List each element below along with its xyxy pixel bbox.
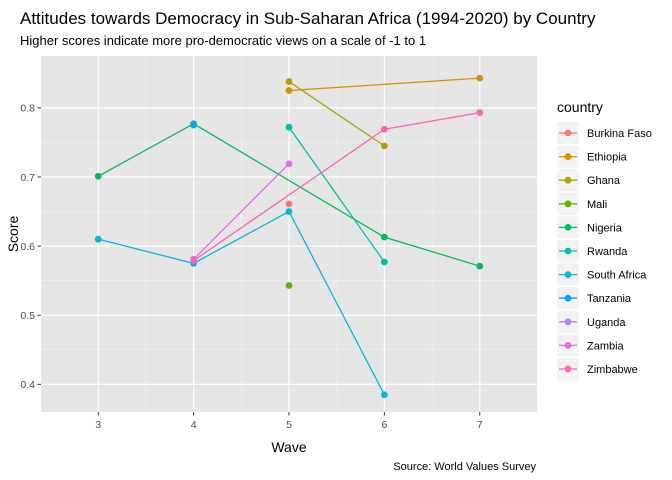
legend-label: Tanzania [587,293,632,305]
legend-title: country [557,99,603,115]
legend-label: Mali [587,199,607,211]
data-point [285,208,293,215]
y-tick-label: 0.6 [20,241,35,253]
series-points [94,74,484,399]
series-line [193,163,290,260]
data-point [285,123,293,131]
y-axis-ticks: 0.4 0.5 0.6 0.7 0.8 [20,103,41,391]
data-point [285,200,293,208]
data-point [94,172,102,180]
legend-key-point [564,153,572,161]
y-tick-label: 0.7 [20,172,35,184]
y-axis-title: Score [5,216,21,253]
series-line [97,122,480,267]
data-point [285,282,293,289]
data-point [380,142,388,150]
x-tick-label: 5 [286,419,292,431]
series-line [288,126,385,263]
data-point [476,74,484,82]
series-line [98,210,385,396]
data-point [476,262,484,270]
data-point [476,109,484,117]
legend-key-point [564,247,572,255]
chart-subtitle: Higher scores indicate more pro-democrat… [20,33,426,48]
legend-key-point [564,129,572,137]
chart-title: Attitudes towards Democracy in Sub-Sahar… [20,9,596,28]
legend-key-point [564,224,572,231]
legend-key-point [564,342,572,349]
legend-label: Ethiopia [587,152,628,164]
x-axis-ticks: 3 4 5 6 7 [95,412,483,431]
legend-label: Burkina Faso [587,128,652,140]
x-tick-label: 3 [95,419,101,431]
legend-label: Rwanda [587,246,628,258]
legend-label: Nigeria [587,222,623,234]
legend-label: Uganda [587,317,626,329]
series-line [288,81,385,147]
legend: Burkina Faso Ethiopia Ghana Mali Nigeria Rwan… [557,122,652,380]
chart-caption: Source: World Values Survey [393,461,536,473]
legend-key-point [564,318,572,326]
data-point [190,257,198,265]
legend-key-point [564,365,572,373]
data-point [285,78,293,85]
y-tick-label: 0.5 [20,310,35,322]
y-tick-label: 0.8 [20,103,35,115]
data-point [285,160,293,168]
legend-key-point [564,271,572,278]
data-point [380,233,388,241]
data-point [380,125,388,133]
legend-key-point [564,176,572,184]
data-point [380,391,388,399]
x-axis-title: Wave [271,439,306,455]
legend-label: Ghana [587,175,621,187]
legend-label: South Africa [587,270,647,282]
x-tick-label: 6 [381,419,387,431]
data-point [380,258,388,266]
legend-label: Zambia [587,340,625,352]
legend-label: Zimbabwe [587,364,638,376]
data-point [190,121,198,129]
data-point [285,87,293,94]
series-line [288,77,480,92]
x-tick-label: 4 [191,419,197,431]
legend-key-point [564,294,572,302]
data-point [94,235,102,243]
x-tick-label: 7 [477,419,483,431]
legend-key-point [564,200,572,208]
y-tick-label: 0.4 [20,379,35,391]
